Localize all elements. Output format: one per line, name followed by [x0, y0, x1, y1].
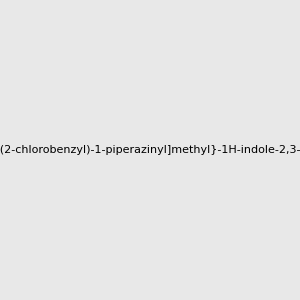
- Text: 1-{[4-(2-chlorobenzyl)-1-piperazinyl]methyl}-1H-indole-2,3-dione: 1-{[4-(2-chlorobenzyl)-1-piperazinyl]met…: [0, 145, 300, 155]
